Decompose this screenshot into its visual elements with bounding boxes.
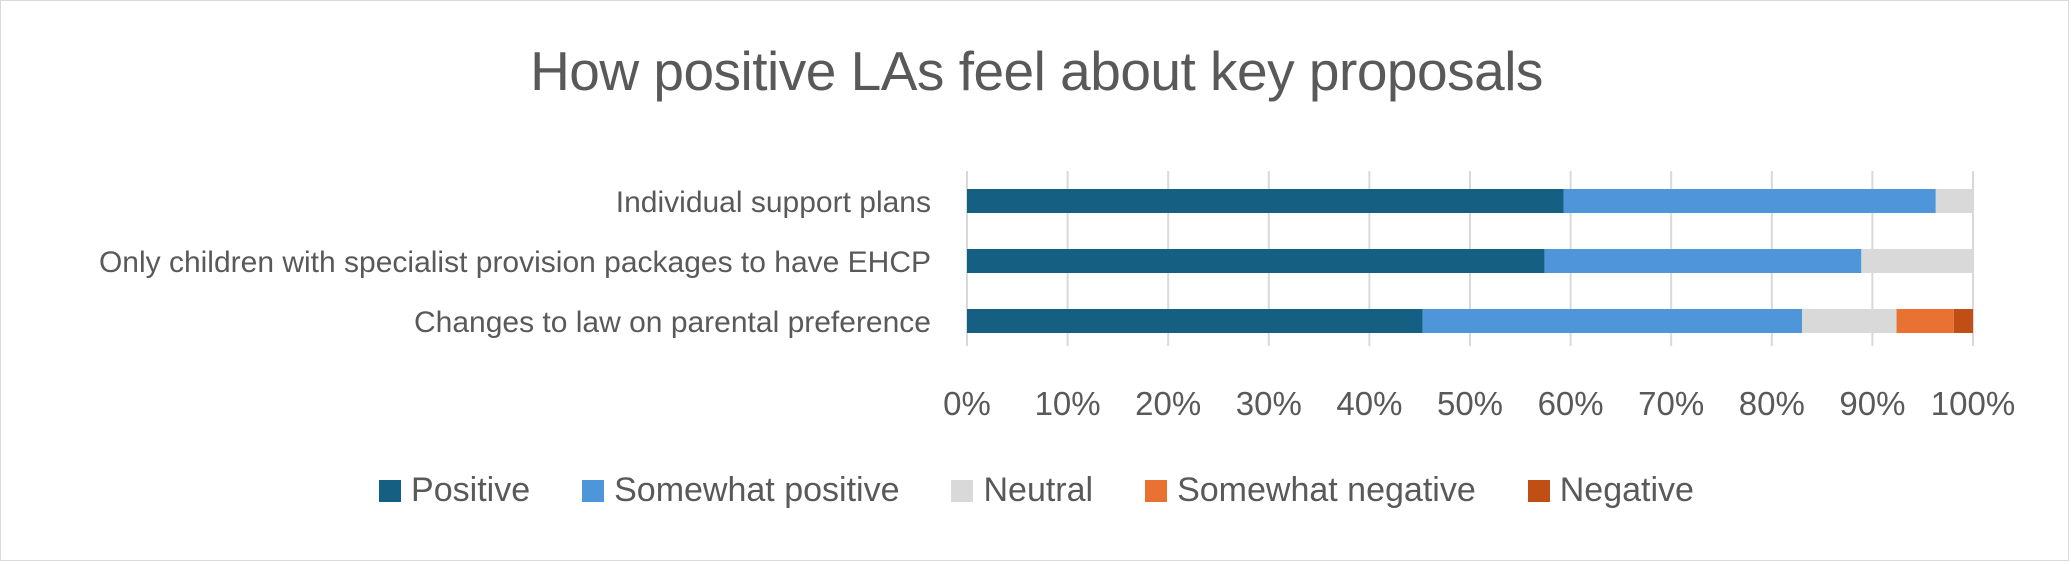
category-label: Only children with specialist provision … xyxy=(99,246,931,279)
bar-segment-somewhat-positive xyxy=(1563,189,1936,213)
x-tick-label: 90% xyxy=(1839,385,1905,422)
legend-item: Somewhat negative xyxy=(1145,471,1476,510)
bar-segment-negative xyxy=(1953,309,1973,333)
legend-item: Neutral xyxy=(951,471,1093,510)
legend-label: Negative xyxy=(1559,471,1694,509)
category-label: Individual support plans xyxy=(616,186,931,219)
legend-label: Neutral xyxy=(983,471,1094,509)
bar-segment-somewhat-negative xyxy=(1896,309,1954,333)
x-tick-label: 60% xyxy=(1538,385,1604,422)
bar-segment-positive xyxy=(967,309,1423,333)
x-tick-label: 40% xyxy=(1336,385,1402,422)
legend-label: Somewhat positive xyxy=(614,471,900,509)
category-labels: Individual support plans Only children wi… xyxy=(99,186,931,339)
x-tick-label: 50% xyxy=(1437,385,1503,422)
legend-item: Somewhat positive xyxy=(582,471,899,510)
legend-item: Negative xyxy=(1527,471,1694,510)
legend-label: Positive xyxy=(411,471,531,509)
bar-segment-positive xyxy=(967,249,1545,273)
x-tick-label: 10% xyxy=(1035,385,1101,422)
x-tick-label: 20% xyxy=(1135,385,1201,422)
bar-segment-somewhat-positive xyxy=(1544,249,1862,273)
x-tick-label: 100% xyxy=(1931,385,2015,422)
category-label: Changes to law on parental preference xyxy=(414,306,931,339)
legend-swatch xyxy=(582,479,605,502)
legend-swatch xyxy=(1527,479,1550,502)
legend-swatch xyxy=(379,479,402,502)
bars xyxy=(967,189,1973,333)
bar-segment-neutral xyxy=(1801,309,1897,333)
x-tick-label: 80% xyxy=(1739,385,1805,422)
tick-labels: 0% 10% 20% 30% 40% 50% 60% 70% 80% 90% 100% xyxy=(943,385,2015,422)
legend: Positive Somewhat positive Neutral Somewhat… xyxy=(1,471,2071,510)
x-tick-label: 0% xyxy=(943,385,991,422)
legend-swatch xyxy=(1145,479,1168,502)
x-tick-label: 70% xyxy=(1638,385,1704,422)
x-tick-label: 30% xyxy=(1236,385,1302,422)
bar-segment-positive xyxy=(967,189,1564,213)
bar-segment-somewhat-positive xyxy=(1422,309,1802,333)
legend-swatch xyxy=(951,479,974,502)
bar-segment-neutral xyxy=(1861,249,1973,273)
chart-title: How positive LAs feel about key proposal… xyxy=(530,40,1543,102)
legend-item: Positive xyxy=(379,471,530,510)
legend-label: Somewhat negative xyxy=(1177,471,1476,509)
bar-segment-neutral xyxy=(1935,189,1973,213)
